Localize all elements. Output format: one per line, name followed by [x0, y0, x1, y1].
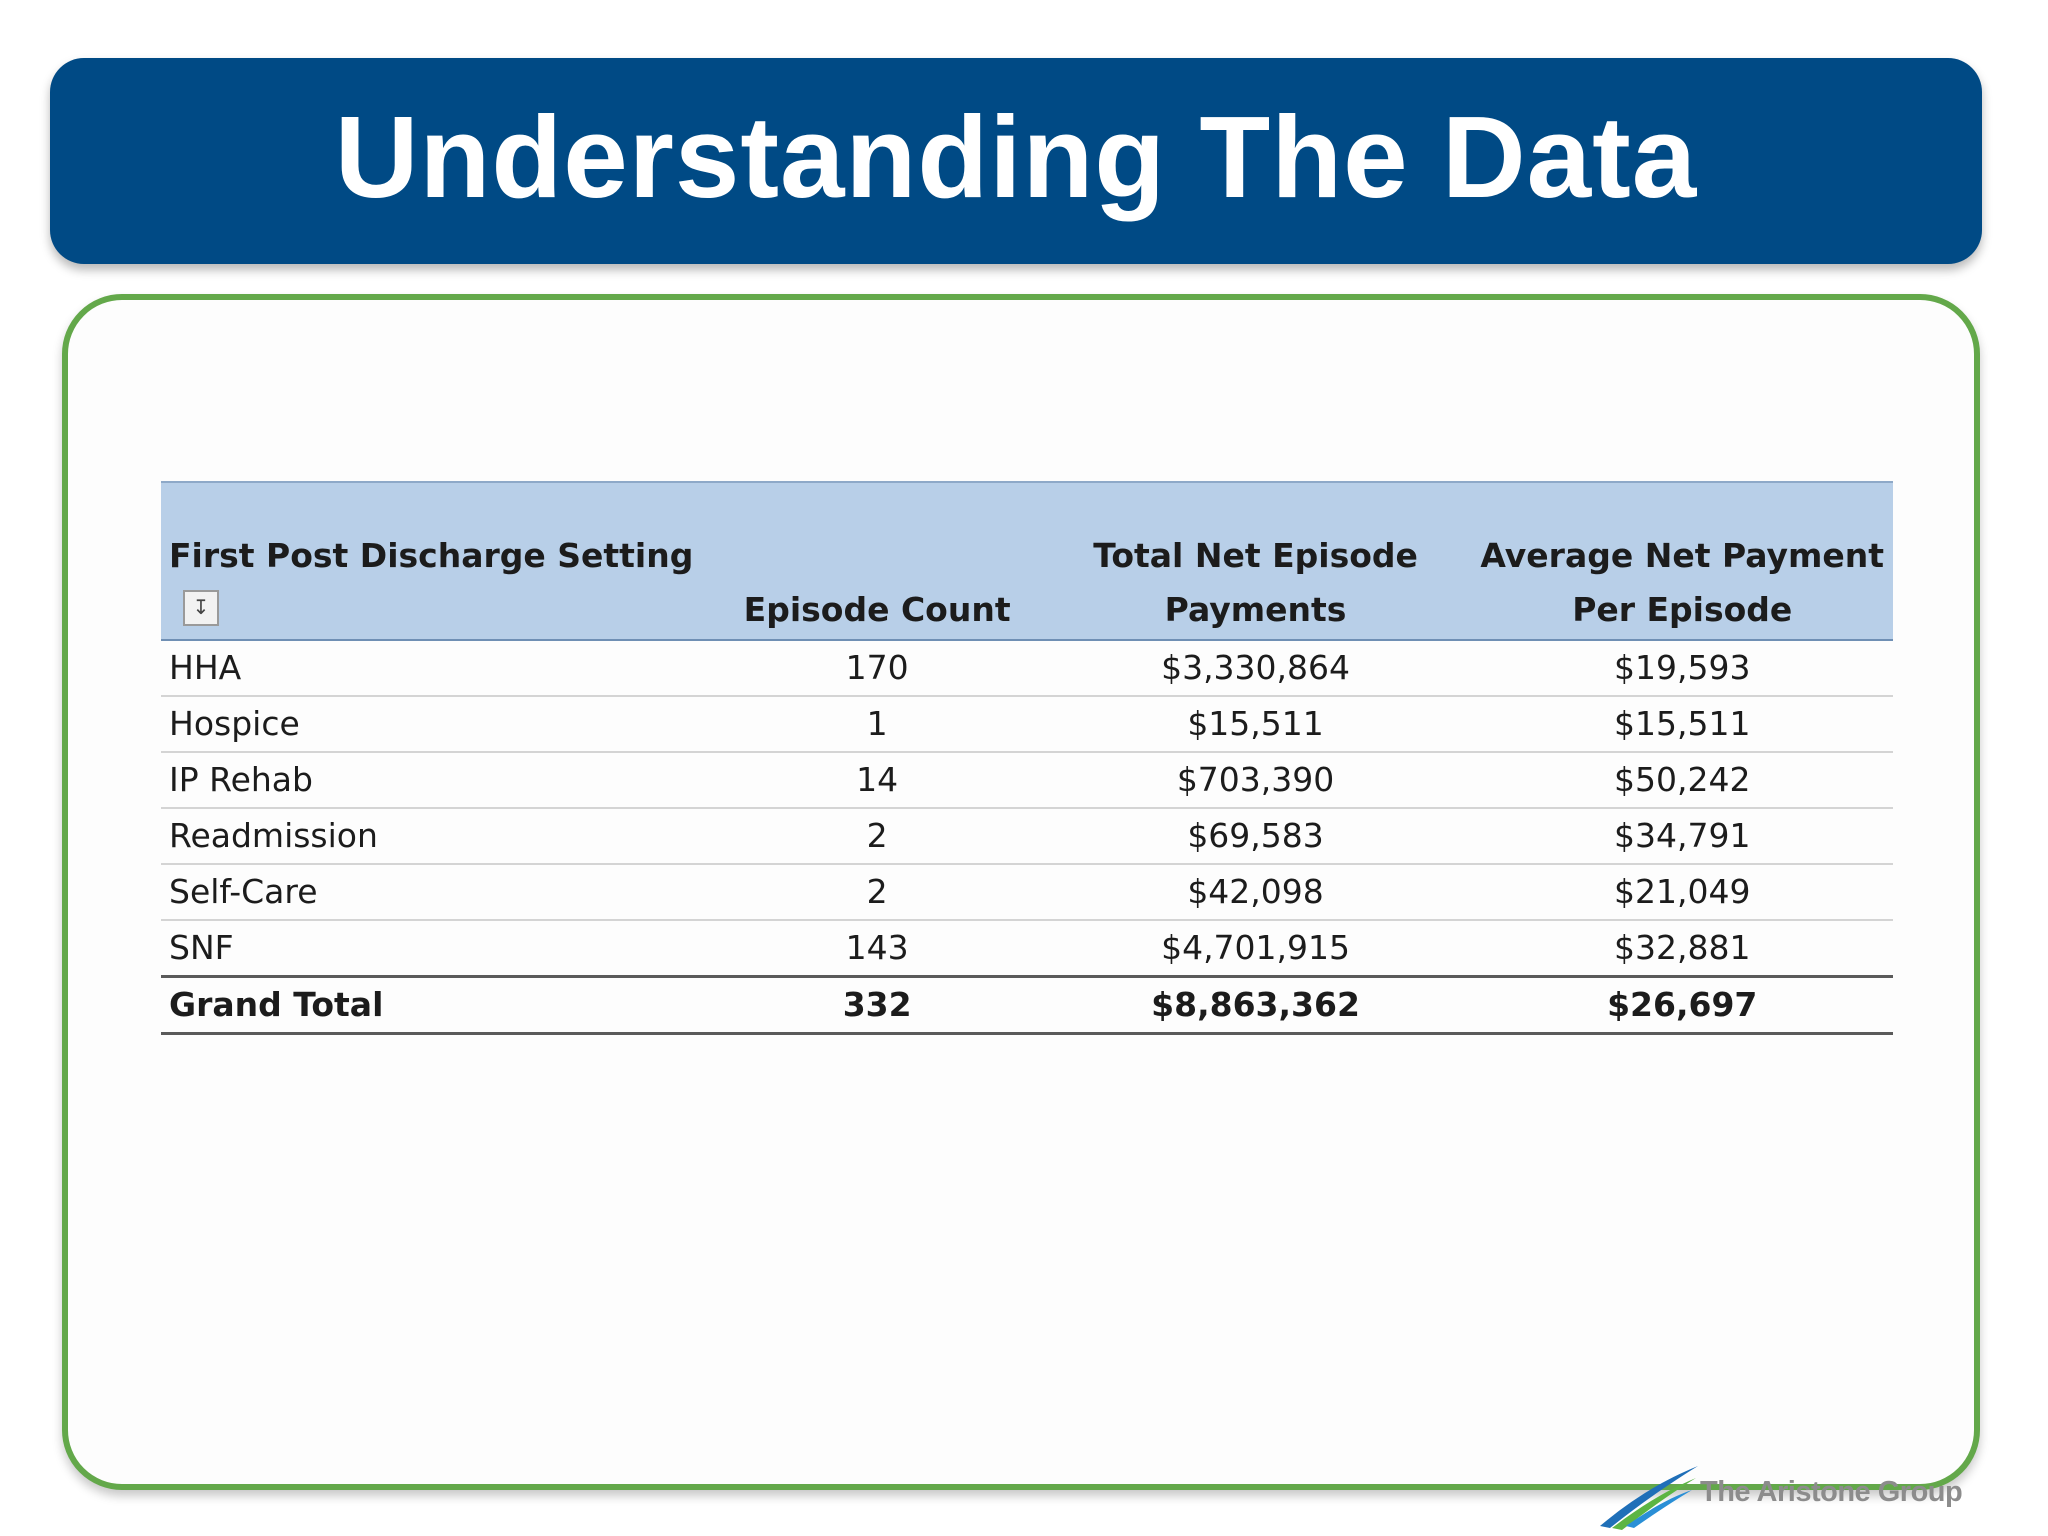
- cell-setting: HHA: [161, 640, 715, 697]
- cell-count: 1: [714, 696, 1040, 753]
- cell-count: 2: [714, 808, 1040, 865]
- header-total-line1: Total Net Episode: [1093, 536, 1418, 575]
- logo-text: The Aristone Group: [1700, 1476, 1963, 1508]
- header-avg: Average Net Payment Per Episode: [1471, 482, 1893, 640]
- aristone-logo: The Aristone Group: [1596, 1460, 1996, 1530]
- cell-count: 170: [714, 640, 1040, 697]
- header-total: Total Net Episode Payments: [1039, 482, 1472, 640]
- cell-count: 143: [714, 920, 1040, 978]
- table-row: Self-Care 2 $42,098 $21,049: [161, 864, 1893, 921]
- cell-setting: SNF: [161, 920, 715, 978]
- table-row: SNF 143 $4,701,915 $32,881: [161, 920, 1893, 978]
- cell-avg: $34,791: [1471, 808, 1893, 865]
- total-payments: $8,863,362: [1039, 975, 1472, 1035]
- header-total-line2: Payments: [1164, 590, 1347, 629]
- table-row: HHA 170 $3,330,864 $19,593: [161, 640, 1893, 697]
- table-header-row: First Post Discharge Setting ↧ Episode Co…: [161, 482, 1893, 640]
- total-avg: $26,697: [1471, 975, 1893, 1035]
- cell-avg: $50,242: [1471, 752, 1893, 809]
- sort-filter-icon[interactable]: ↧: [183, 589, 219, 626]
- table-row: IP Rehab 14 $703,390 $50,242: [161, 752, 1893, 809]
- total-count: 332: [714, 975, 1040, 1035]
- cell-avg: $15,511: [1471, 696, 1893, 753]
- cell-count: 2: [714, 864, 1040, 921]
- title-banner: Understanding The Data: [50, 58, 1982, 264]
- header-setting: First Post Discharge Setting ↧: [161, 482, 715, 640]
- header-setting-label: First Post Discharge Setting: [169, 536, 694, 575]
- cell-total: $15,511: [1039, 696, 1472, 753]
- cell-total: $4,701,915: [1039, 920, 1472, 978]
- table-row: Hospice 1 $15,511 $15,511: [161, 696, 1893, 753]
- slide-title: Understanding The Data: [334, 92, 1698, 222]
- header-count: Episode Count: [714, 482, 1040, 640]
- cell-count: 14: [714, 752, 1040, 809]
- cell-avg: $19,593: [1471, 640, 1893, 697]
- grand-total-row: Grand Total 332 $8,863,362 $26,697: [161, 975, 1893, 1035]
- cell-avg: $32,881: [1471, 920, 1893, 978]
- table-row: Readmission 2 $69,583 $34,791: [161, 808, 1893, 865]
- pivot-table: First Post Discharge Setting ↧ Episode Co…: [161, 481, 1893, 1035]
- cell-total: $42,098: [1039, 864, 1472, 921]
- cell-setting: Readmission: [161, 808, 715, 865]
- cell-setting: IP Rehab: [161, 752, 715, 809]
- cell-total: $703,390: [1039, 752, 1472, 809]
- total-setting: Grand Total: [161, 975, 715, 1035]
- cell-total: $3,330,864: [1039, 640, 1472, 697]
- header-avg-line2: Per Episode: [1572, 590, 1793, 629]
- cell-setting: Self-Care: [161, 864, 715, 921]
- header-avg-line1: Average Net Payment: [1480, 536, 1885, 575]
- cell-total: $69,583: [1039, 808, 1472, 865]
- aristone-swoosh-logo-icon: [1600, 1466, 1698, 1530]
- cell-avg: $21,049: [1471, 864, 1893, 921]
- cell-setting: Hospice: [161, 696, 715, 753]
